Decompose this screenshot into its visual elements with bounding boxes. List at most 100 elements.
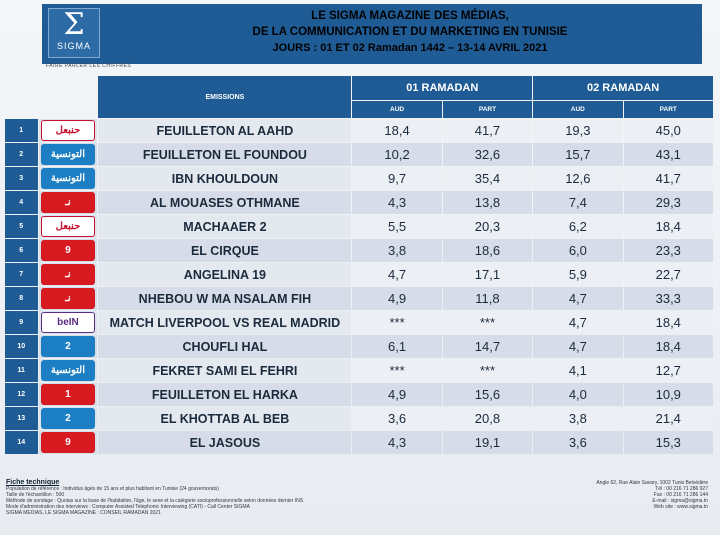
table-row: 1 حنبعل FEUILLETON AL AAHD 18,4 41,7 19,3 45,0 bbox=[5, 119, 713, 142]
contact-line: E-mail : sigma@sigma.tn bbox=[652, 498, 708, 504]
row-number: 1 bbox=[5, 119, 38, 142]
part-day2: 18,4 bbox=[623, 335, 713, 358]
channel-logo-cell: التونسية bbox=[38, 167, 98, 190]
column-day2: 02 RAMADAN bbox=[533, 76, 713, 100]
column-emissions: EMISSIONS bbox=[98, 76, 352, 118]
part-day2: 21,4 bbox=[623, 407, 713, 430]
aud-day1: 3,8 bbox=[352, 239, 442, 262]
program-name: ANGELINA 19 bbox=[98, 263, 352, 286]
program-name: NHEBOU W MA NSALAM FIH bbox=[98, 287, 352, 310]
table-row: 8 نـ NHEBOU W MA NSALAM FIH 4,9 11,8 4,7 33,3 bbox=[5, 287, 713, 310]
column-part2: PART bbox=[623, 100, 713, 118]
aud-day2: 15,7 bbox=[533, 143, 623, 166]
channel-logo-icon: 2 bbox=[40, 408, 95, 429]
channel-logo-icon: نـ bbox=[40, 264, 95, 285]
part-day2: 15,3 bbox=[623, 431, 713, 454]
aud-day1: 9,7 bbox=[352, 167, 442, 190]
program-name: FEUILLETON AL AAHD bbox=[98, 119, 352, 142]
contact-line: Web site : www.sigma.tn bbox=[653, 504, 708, 510]
table-row: 14 9 EL JASOUS 4,3 19,1 3,6 15,3 bbox=[5, 431, 713, 454]
program-name: MACHAAER 2 bbox=[98, 215, 352, 238]
channel-logo-icon: beIN bbox=[40, 312, 95, 333]
header-title-line1: LE SIGMA MAGAZINE DES MÉDIAS, bbox=[311, 10, 509, 22]
column-part1: PART bbox=[442, 100, 533, 118]
part-day1: 11,8 bbox=[442, 287, 533, 310]
row-number: 6 bbox=[5, 239, 38, 262]
part-day1: 19,1 bbox=[442, 431, 533, 454]
channel-logo-cell: 1 bbox=[38, 383, 98, 406]
audience-table: EMISSIONS 01 RAMADAN 02 RAMADAN AUD PART… bbox=[4, 75, 714, 455]
header-spacer bbox=[5, 101, 38, 118]
part-day1: 20,3 bbox=[442, 215, 533, 238]
row-number: 10 bbox=[5, 335, 38, 358]
contact-line: Tél : 00 216 71 286 927 bbox=[655, 486, 708, 492]
logo-tagline: FAIRE PARLER LES CHIFFRES bbox=[46, 63, 132, 69]
program-name: FEKRET SAMI EL FEHRI bbox=[98, 359, 352, 382]
program-name: CHOUFLI HAL bbox=[98, 335, 352, 358]
aud-day2: 4,7 bbox=[533, 311, 623, 334]
channel-logo-icon: حنبعل bbox=[40, 216, 95, 237]
aud-day1: 4,3 bbox=[352, 431, 442, 454]
contact-line: Angle 62, Rue Alain Savary, 1002 Tunis B… bbox=[596, 480, 708, 486]
technical-line: SIGMA MEDIAS, LE SIGMA MAGAZINE : CONSEI… bbox=[6, 510, 161, 516]
aud-day2: 6,2 bbox=[533, 215, 623, 238]
part-day2: 41,7 bbox=[623, 167, 713, 190]
channel-logo-cell: نـ bbox=[38, 287, 98, 310]
table-row: 9 beIN MATCH LIVERPOOL VS REAL MADRID *** **… bbox=[5, 311, 713, 334]
program-name: MATCH LIVERPOOL VS REAL MADRID bbox=[98, 311, 352, 334]
channel-logo-cell: 9 bbox=[38, 431, 98, 454]
channel-logo-icon: 9 bbox=[40, 240, 95, 261]
program-name: FEUILLETON EL FOUNDOU bbox=[98, 143, 352, 166]
part-day1: 41,7 bbox=[442, 119, 533, 142]
channel-logo-icon: التونسية bbox=[40, 168, 95, 189]
part-day1: 32,6 bbox=[442, 143, 533, 166]
row-number: 4 bbox=[5, 191, 38, 214]
technical-sheet-title: Fiche technique bbox=[6, 479, 60, 486]
table-row: 12 1 FEUILLETON EL HARKA 4,9 15,6 4,0 10,9 bbox=[5, 383, 713, 406]
row-number: 5 bbox=[5, 215, 38, 238]
channel-logo-icon: نـ bbox=[40, 192, 95, 213]
logo-text: SIGMA bbox=[56, 41, 91, 51]
aud-day2: 3,6 bbox=[533, 431, 623, 454]
table-row: 6 9 EL CIRQUE 3,8 18,6 6,0 23,3 bbox=[5, 239, 713, 262]
channel-logo-icon: 2 bbox=[40, 336, 95, 357]
contact-info: Angle 62, Rue Alain Savary, 1002 Tunis B… bbox=[596, 480, 708, 510]
aud-day1: 3,6 bbox=[352, 407, 442, 430]
column-aud2: AUD bbox=[533, 100, 623, 118]
part-day1: 15,6 bbox=[442, 383, 533, 406]
table-row: 5 حنبعل MACHAAER 2 5,5 20,3 6,2 18,4 bbox=[5, 215, 713, 238]
table-row: 10 2 CHOUFLI HAL 6,1 14,7 4,7 18,4 bbox=[5, 335, 713, 358]
table-row: 2 التونسية FEUILLETON EL FOUNDOU 10,2 32,6 15… bbox=[5, 143, 713, 166]
table-row: 13 2 EL KHOTTAB AL BEB 3,6 20,8 3,8 21,4 bbox=[5, 407, 713, 430]
sigma-logo: Σ SIGMA bbox=[48, 8, 100, 58]
channel-logo-icon: 9 bbox=[40, 432, 95, 453]
aud-day2: 4,7 bbox=[533, 335, 623, 358]
row-number: 7 bbox=[5, 263, 38, 286]
channel-logo-cell: نـ bbox=[38, 191, 98, 214]
aud-day1: 4,7 bbox=[352, 263, 442, 286]
part-day1: *** bbox=[442, 311, 533, 334]
aud-day1: 5,5 bbox=[352, 215, 442, 238]
channel-logo-cell: 2 bbox=[38, 335, 98, 358]
part-day1: 13,8 bbox=[442, 191, 533, 214]
channel-logo-icon: التونسية bbox=[40, 144, 95, 165]
header-banner bbox=[42, 4, 702, 64]
table-row: 7 نـ ANGELINA 19 4,7 17,1 5,9 22,7 bbox=[5, 263, 713, 286]
channel-logo-cell: 9 bbox=[38, 239, 98, 262]
part-day2: 33,3 bbox=[623, 287, 713, 310]
part-day1: 18,6 bbox=[442, 239, 533, 262]
aud-day1: *** bbox=[352, 359, 442, 382]
program-name: EL KHOTTAB AL BEB bbox=[98, 407, 352, 430]
aud-day1: 18,4 bbox=[352, 119, 442, 142]
header-spacer bbox=[39, 76, 98, 100]
row-number: 13 bbox=[5, 407, 38, 430]
technical-line: Méthode de sondage : Quotas sur la base … bbox=[6, 498, 304, 504]
channel-logo-cell: حنبعل bbox=[38, 215, 98, 238]
header-spacer bbox=[39, 101, 98, 118]
channel-logo-cell: التونسية bbox=[38, 143, 98, 166]
row-number: 14 bbox=[5, 431, 38, 454]
aud-day2: 4,1 bbox=[533, 359, 623, 382]
program-name: EL JASOUS bbox=[98, 431, 352, 454]
aud-day2: 6,0 bbox=[533, 239, 623, 262]
aud-day2: 19,3 bbox=[533, 119, 623, 142]
